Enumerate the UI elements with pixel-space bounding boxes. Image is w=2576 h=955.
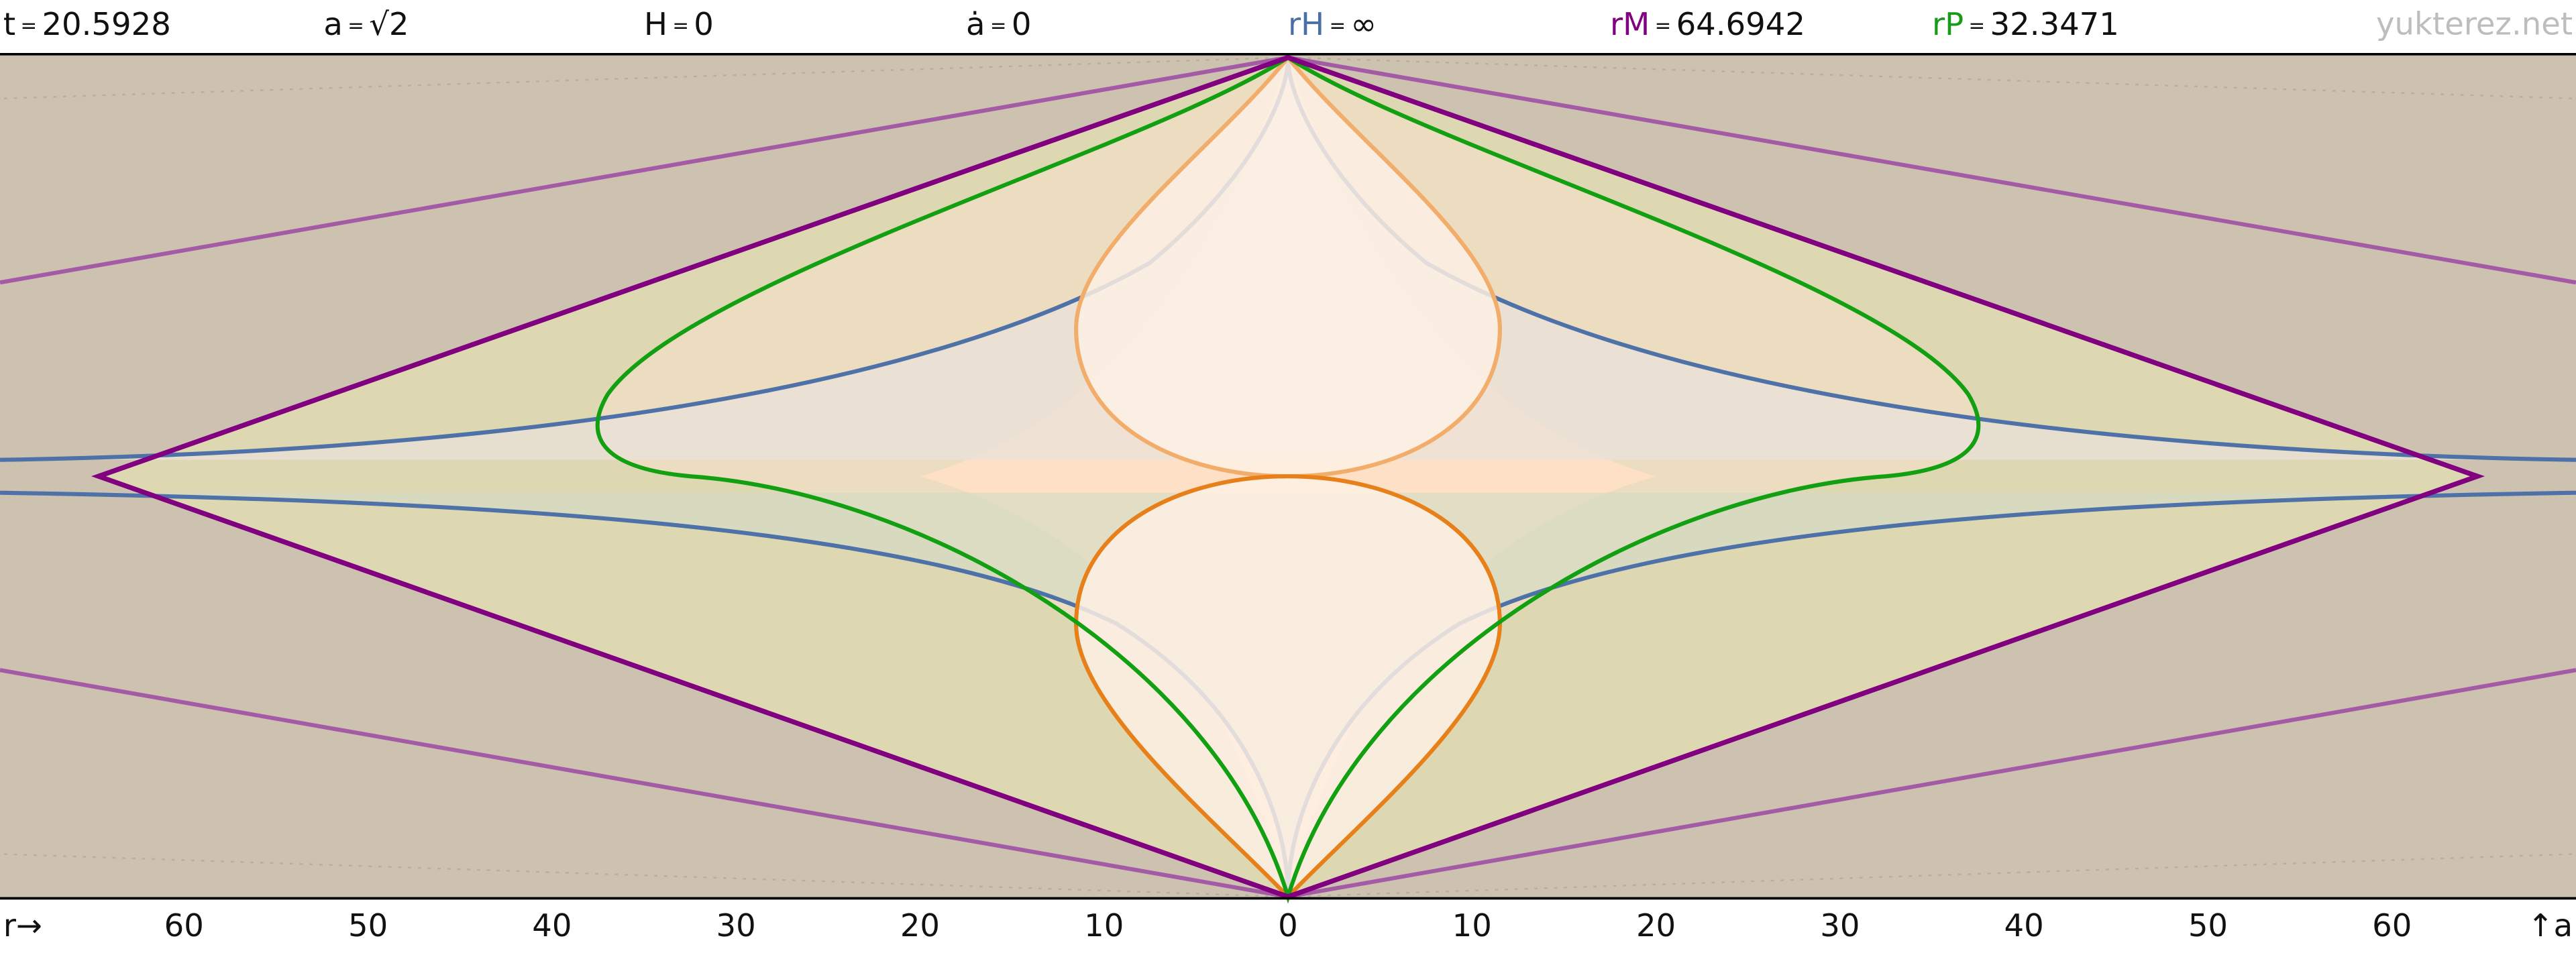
header-value: 64.6942	[1676, 6, 1805, 42]
header-value: √2	[369, 6, 409, 42]
x-tick-label: 10	[1084, 907, 1124, 944]
header-item: rH = ∞	[1288, 6, 1377, 42]
x-tick-label: 30	[716, 907, 756, 944]
x-tick-label: 30	[1820, 907, 1860, 944]
header-item: t = 20.5928	[3, 6, 171, 42]
drop-bottom	[1074, 474, 1502, 900]
x-tick-label: 50	[2188, 907, 2228, 944]
axis-start-label: r→	[3, 907, 42, 944]
header-item: ȧ = 0	[966, 6, 1031, 42]
header-value: 0	[694, 6, 714, 42]
axis-end-label: ↑a	[2528, 907, 2573, 944]
header-item: rP = 32.3471	[1932, 6, 2119, 42]
header-symbol: t	[3, 6, 15, 42]
header-symbol: rP	[1932, 6, 1964, 42]
x-tick-label: 40	[2004, 907, 2044, 944]
x-tick-label: 10	[1452, 907, 1492, 944]
header-value: 20.5928	[42, 6, 170, 42]
header-symbol: rH	[1288, 6, 1324, 42]
header-sign: =	[20, 14, 37, 37]
x-tick-label: 0	[1278, 907, 1298, 944]
header-value: ∞	[1350, 6, 1377, 42]
x-tick-label: 60	[2372, 907, 2412, 944]
header-sign: =	[990, 14, 1007, 37]
header-symbol: rM	[1610, 6, 1650, 42]
header-item: a = √2	[323, 6, 409, 42]
header-sign: =	[347, 14, 364, 37]
x-tick-label: 20	[1636, 907, 1676, 944]
diamond	[91, 54, 2485, 899]
header-symbol: H	[644, 6, 667, 42]
x-tick-label: 60	[164, 907, 204, 944]
header-value: 0	[1012, 6, 1032, 42]
header-item: rM = 64.6942	[1610, 6, 1805, 42]
header-sign: =	[1969, 14, 1986, 37]
header-symbol: ȧ	[966, 6, 985, 42]
header-value: 32.3471	[1990, 6, 2119, 42]
watermark: yukterez.net	[2376, 6, 2573, 42]
header-sign: =	[672, 14, 689, 37]
x-tick-label: 40	[532, 907, 572, 944]
header-sign: =	[1655, 14, 1672, 37]
x-tick-label: 20	[900, 907, 940, 944]
x-tick-label: 50	[348, 907, 388, 944]
header-item: H = 0	[644, 6, 714, 42]
header-symbol: a	[323, 6, 343, 42]
header-sign: =	[1329, 14, 1346, 37]
